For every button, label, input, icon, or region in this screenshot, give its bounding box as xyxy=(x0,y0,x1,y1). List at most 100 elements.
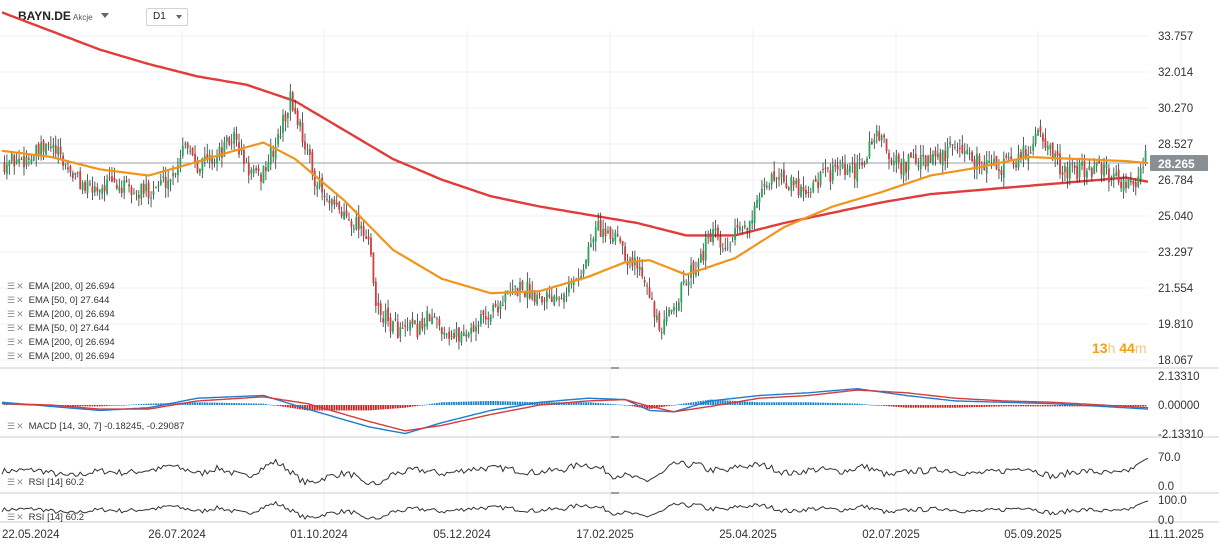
candle-body xyxy=(709,232,712,242)
candle-body xyxy=(480,314,482,325)
candle-body xyxy=(196,160,199,173)
candle xyxy=(484,306,487,325)
candle-body xyxy=(585,259,587,269)
candle-body xyxy=(668,309,670,316)
candle-body xyxy=(836,165,839,169)
candle xyxy=(741,225,744,235)
current-price-label: 28.265 xyxy=(1158,157,1195,171)
candle-body xyxy=(739,226,741,231)
candle xyxy=(536,292,539,306)
candle xyxy=(597,212,600,232)
candle-body xyxy=(130,187,133,195)
candle-body xyxy=(169,179,172,182)
menu-icon[interactable]: ☰✕ xyxy=(7,309,25,319)
symbol-label[interactable]: BAYN.DE xyxy=(18,9,71,23)
candle-body xyxy=(467,333,470,337)
countdown-minutes: 44 xyxy=(1119,340,1135,356)
candle xyxy=(480,309,482,327)
candle xyxy=(111,167,113,183)
candle-body xyxy=(230,141,233,143)
candle-body xyxy=(201,158,204,171)
macd-histogram-bar xyxy=(775,402,778,405)
candle xyxy=(570,278,573,289)
macd-histogram-bar xyxy=(778,402,780,405)
candle-body xyxy=(225,137,228,142)
macd-histogram-bar xyxy=(240,403,243,405)
menu-icon[interactable]: ☰✕ xyxy=(7,477,25,487)
candle xyxy=(433,312,436,318)
macd-histogram-bar xyxy=(218,402,221,405)
candle xyxy=(470,322,473,343)
candle-body xyxy=(352,228,355,230)
menu-icon[interactable]: ☰✕ xyxy=(7,281,25,291)
candle-body xyxy=(1017,153,1020,168)
candle-body xyxy=(699,253,702,263)
candle xyxy=(1105,156,1108,175)
macd-signal-line xyxy=(1,389,1149,432)
candle xyxy=(729,241,732,253)
candle xyxy=(69,164,72,177)
macd-histogram-bar xyxy=(440,402,443,405)
candle-body xyxy=(221,147,223,158)
macd-histogram-bar xyxy=(118,405,121,406)
macd-histogram-bar xyxy=(963,405,966,408)
candle-body xyxy=(1112,174,1115,179)
candle-body xyxy=(20,159,23,161)
candle xyxy=(352,224,355,234)
candle xyxy=(1120,177,1123,192)
macd-histogram-bar xyxy=(277,405,280,406)
menu-icon[interactable]: ☰✕ xyxy=(7,295,25,305)
macd-histogram-bar xyxy=(115,405,118,406)
candle xyxy=(1064,162,1066,182)
time-tick-label: 05.09.2025 xyxy=(1004,529,1062,541)
macd-histogram-bar xyxy=(74,405,77,407)
macd-histogram-bar xyxy=(902,405,905,408)
candle-body xyxy=(30,159,33,164)
candle-body xyxy=(1122,179,1125,192)
candle xyxy=(145,174,148,197)
candle xyxy=(108,167,111,182)
menu-icon[interactable]: ☰✕ xyxy=(7,351,25,361)
macd-histogram-bar xyxy=(279,405,282,407)
menu-icon[interactable]: ☰✕ xyxy=(7,512,25,522)
candle-body xyxy=(660,332,663,334)
candle-body xyxy=(792,180,795,186)
candle-body xyxy=(233,132,236,144)
candle-body xyxy=(1059,153,1061,174)
candle-body xyxy=(299,121,302,127)
menu-icon[interactable]: ☰✕ xyxy=(7,337,25,347)
macd-histogram-bar xyxy=(367,405,370,411)
candle xyxy=(1029,146,1032,154)
candle-body xyxy=(638,266,641,271)
macd-histogram-bar xyxy=(355,405,358,411)
candle xyxy=(954,140,956,150)
macd-histogram-bar xyxy=(103,405,106,407)
candle-body xyxy=(616,234,619,237)
candle-body xyxy=(274,146,277,160)
candle-body xyxy=(416,323,419,338)
macd-histogram-bar xyxy=(113,405,116,406)
macd-histogram-bar xyxy=(1073,405,1076,407)
candle-body xyxy=(499,302,502,309)
candle xyxy=(778,168,780,187)
menu-icon[interactable]: ☰✕ xyxy=(7,421,25,431)
macd-histogram-bar xyxy=(834,403,837,405)
candle xyxy=(1039,119,1042,138)
candle xyxy=(450,330,453,340)
macd-histogram-bar xyxy=(247,403,250,405)
candle-body xyxy=(191,147,194,156)
candle-body xyxy=(1142,167,1145,169)
menu-icon[interactable]: ☰✕ xyxy=(7,323,25,333)
symbol-dropdown-chevron-icon[interactable] xyxy=(101,13,109,18)
candle xyxy=(526,272,529,309)
timeframe-select[interactable]: D1 xyxy=(146,8,188,26)
candle xyxy=(316,181,319,197)
candle xyxy=(216,149,218,172)
candle-body xyxy=(27,158,30,160)
candle-body xyxy=(917,165,920,167)
candle xyxy=(633,250,636,276)
candle-body xyxy=(308,149,311,155)
instrument-type-label: Akcje xyxy=(73,13,93,22)
candle xyxy=(773,161,776,183)
